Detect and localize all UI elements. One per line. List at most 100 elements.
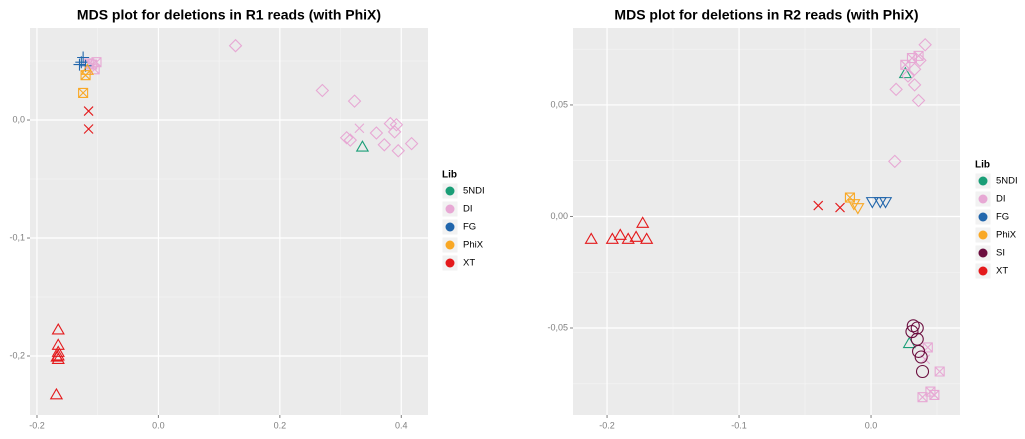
point: [404, 136, 419, 151]
y-tick-label: 0,05: [550, 99, 568, 109]
y-tick-label: 0,00: [550, 211, 568, 221]
chart-title: MDS plot for deletions in R1 reads (with…: [77, 7, 381, 23]
point: [354, 123, 365, 134]
legend-swatch: [445, 258, 455, 268]
point: [929, 389, 940, 400]
legend-swatch: [978, 230, 988, 240]
point: [844, 192, 855, 203]
point: [50, 350, 64, 362]
legend-label: XT: [463, 258, 475, 269]
point: [907, 62, 922, 77]
legend-swatch: [978, 194, 988, 204]
legend-label: XT: [996, 266, 1008, 277]
point: [639, 232, 654, 244]
point: [878, 197, 893, 209]
point: [905, 325, 919, 339]
legend-label: PhiX: [463, 240, 484, 251]
legend-swatch: [445, 240, 455, 250]
x-tick-label: -0.1: [731, 420, 747, 430]
point: [80, 63, 95, 75]
legend-label: PhiX: [996, 230, 1017, 241]
x-tick-label: 0.4: [395, 420, 408, 430]
point: [888, 154, 902, 169]
point: [584, 232, 598, 244]
point: [901, 69, 915, 83]
point: [51, 345, 65, 357]
point: [369, 126, 384, 140]
chart-panel: MDS plot for deletions in R1 reads (with…: [9, 7, 484, 431]
legend-swatch: [978, 176, 988, 186]
y-tick-label: 0,0: [12, 114, 25, 124]
legend-label: FG: [996, 212, 1009, 223]
point: [913, 53, 927, 68]
y-tick-label: -0,1: [9, 232, 25, 242]
point: [835, 202, 845, 213]
chart-panel: MDS plot for deletions in R2 reads (with…: [547, 7, 1017, 431]
point: [918, 37, 932, 52]
legend-title: Lib: [975, 160, 990, 171]
point: [77, 51, 90, 64]
point: [934, 366, 945, 377]
legend-swatch: [978, 266, 988, 276]
y-tick-label: -0,2: [9, 350, 25, 360]
point: [73, 58, 86, 71]
point: [228, 38, 243, 53]
x-tick-label: -0.2: [599, 420, 615, 430]
point: [347, 94, 362, 108]
point: [49, 387, 64, 400]
legend-label: DI: [996, 194, 1006, 205]
point: [355, 140, 370, 152]
point: [906, 319, 920, 333]
point: [391, 143, 406, 158]
point: [629, 230, 643, 242]
point: [889, 82, 903, 97]
legend-swatch: [445, 204, 455, 214]
x-tick-label: 0.2: [274, 420, 287, 430]
point: [847, 199, 861, 211]
point: [898, 66, 913, 79]
x-tick-label: -0.2: [29, 420, 45, 430]
point: [917, 392, 928, 403]
point: [911, 93, 926, 108]
point: [915, 364, 930, 379]
legend-swatch: [445, 186, 455, 196]
point: [339, 130, 354, 145]
point: [315, 83, 330, 98]
point: [813, 200, 824, 211]
x-tick-label: 0.0: [152, 420, 165, 430]
point: [914, 350, 928, 364]
y-tick-label: -0,05: [547, 322, 568, 332]
legend-label: 5NDI: [463, 186, 485, 197]
legend-title: Lib: [442, 170, 457, 181]
legend-swatch: [978, 248, 988, 258]
point: [389, 117, 404, 132]
point: [387, 125, 402, 139]
point: [79, 59, 92, 72]
point: [83, 106, 94, 116]
point: [865, 197, 880, 209]
point: [910, 332, 924, 346]
point: [613, 228, 627, 240]
legend-label: 5NDI: [996, 176, 1018, 187]
legend-label: DI: [463, 204, 473, 215]
point: [343, 133, 358, 147]
legend-swatch: [445, 222, 455, 232]
legend-label: FG: [463, 222, 476, 233]
point: [910, 321, 924, 335]
point: [377, 138, 392, 152]
point: [83, 124, 94, 134]
chart-title: MDS plot for deletions in R2 reads (with…: [614, 7, 918, 23]
point: [621, 232, 635, 244]
legend-swatch: [978, 212, 988, 222]
legend-label: SI: [996, 248, 1005, 259]
point: [636, 216, 650, 228]
plot-background: [573, 28, 960, 415]
x-tick-label: 0.0: [865, 420, 878, 430]
point: [51, 322, 65, 335]
point: [900, 59, 911, 70]
point: [907, 78, 922, 92]
point: [78, 87, 89, 98]
plot-background: [30, 28, 428, 415]
